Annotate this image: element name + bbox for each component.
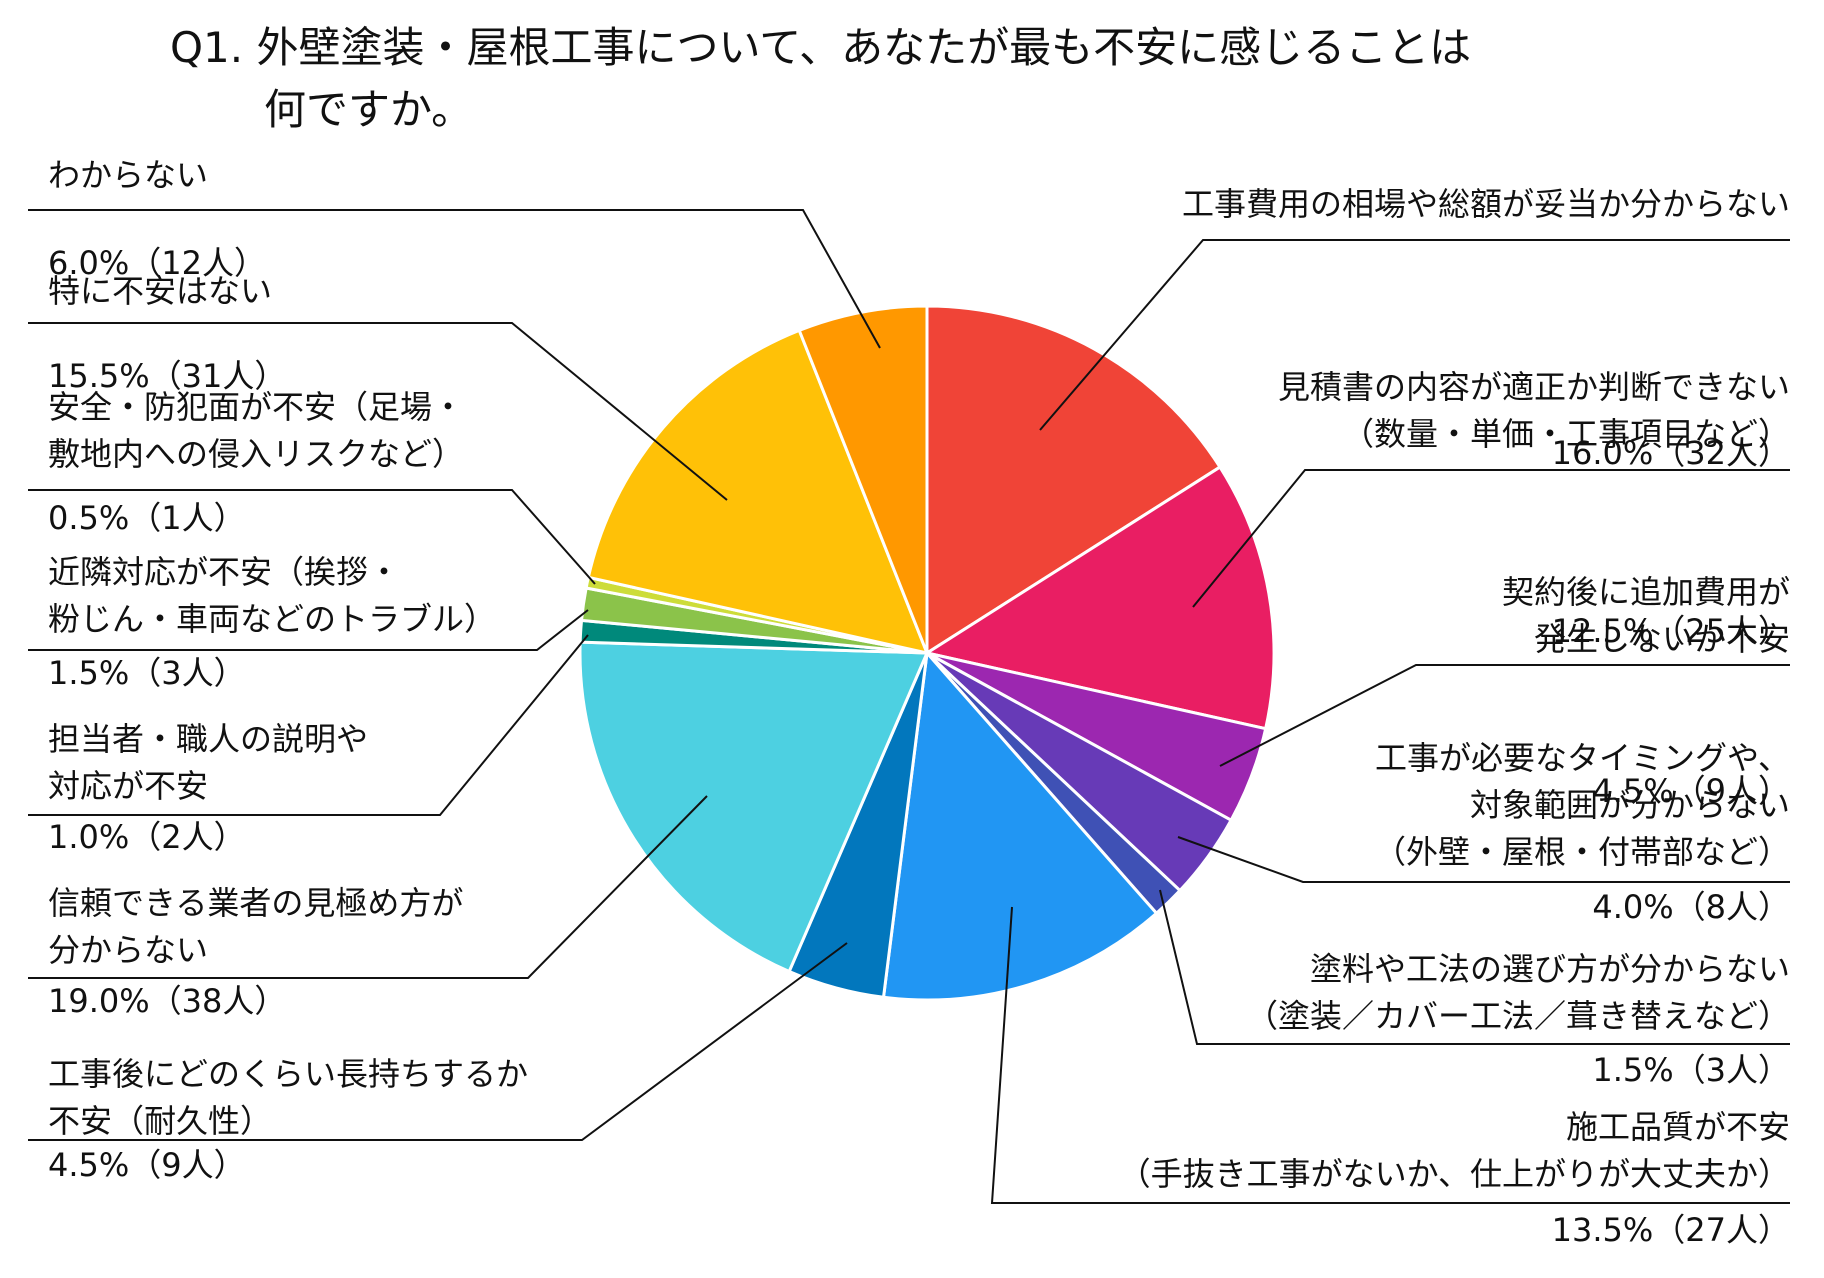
slice-9-category-label: 対応が不安 (48, 767, 208, 805)
slice-7-value-label: 4.5%（9人） (48, 1146, 246, 1184)
leader-line-12 (28, 322, 728, 501)
slice-8-category-label: 分からない (48, 931, 208, 969)
slice-12-value-label: 15.5%（31人） (48, 357, 286, 395)
slice-11-value-label: 0.5%（1人） (48, 499, 246, 537)
leader-line-5 (1159, 889, 1790, 1045)
leader-line-10 (28, 609, 589, 651)
pie-slice-6 (882, 651, 1158, 1002)
slice-4-category-label: （外壁・屋根・付帯部など） (1374, 833, 1790, 871)
leader-line-4 (1177, 836, 1790, 883)
pie-slice-12 (586, 328, 929, 655)
chart-title: Q1. 外壁塗装・屋根工事について、あなたが最も不安に感じることは 何ですか。 (170, 23, 1471, 134)
slice-6-category-label: 施工品質が不安 (1566, 1108, 1790, 1146)
slice-6-category-label: （手抜き工事がないか、仕上がりが大丈夫か） (1119, 1155, 1790, 1193)
slice-5-value-label: 1.5%（3人） (1592, 1051, 1790, 1089)
slice-1-category-label: 工事費用の相場や総額が妥当か分からない (1182, 185, 1790, 223)
slice-7-category-label: 不安（耐久性） (48, 1102, 272, 1140)
slice-9-category-label: 担当者・職人の説明や (48, 720, 368, 758)
pie-slice-2 (925, 465, 1276, 731)
pie-slice-1 (925, 304, 1222, 655)
pie-slices (578, 304, 1276, 1002)
leader-line-9 (28, 634, 589, 816)
slice-2-category-label: 見積書の内容が適正か判断できない (1278, 368, 1790, 406)
slice-5-category-label: （塗装／カバー工法／葺き替えなど） (1246, 997, 1790, 1035)
slice-11-category-label: 安全・防犯面が不安（足場・ (48, 388, 464, 426)
leader-line-8 (28, 795, 708, 979)
slice-3-category-label: 契約後に追加費用が (1502, 573, 1790, 611)
leader-line-7 (28, 942, 848, 1141)
slice-8-category-label: 信頼できる業者の見極め方が (48, 884, 463, 922)
slice-2-category-label: （数量・単価・工事項目など） (1342, 415, 1790, 453)
slice-1-value-label: 16.0%（32人） (1552, 434, 1790, 472)
slice-10-value-label: 1.5%（3人） (48, 654, 246, 692)
slice-2-value-label: 12.5%（25人） (1552, 612, 1790, 650)
slice-9-value-label: 1.0%（2人） (48, 818, 246, 856)
slice-10-category-label: 近隣対応が不安（挨拶・ (48, 553, 400, 591)
slice-11-category-label: 敷地内への侵入リスクなど） (48, 435, 464, 473)
pie-slice-8 (578, 640, 929, 973)
chart-title-line-1: Q1. 外壁塗装・屋根工事について、あなたが最も不安に感じることは (170, 23, 1471, 72)
slice-4-value-label: 4.0%（8人） (1592, 888, 1790, 926)
slice-4-category-label: 工事が必要なタイミングや、 (1375, 739, 1790, 777)
slice-3-value-label: 4.5%（9人） (1592, 772, 1790, 810)
slice-6-value-label: 13.5%（27人） (1552, 1211, 1790, 1249)
slice-13-value-label: 6.0%（12人） (48, 244, 266, 282)
slice-12-category-label: 特に不安はない (48, 272, 272, 310)
slice-8-value-label: 19.0%（38人） (48, 982, 286, 1020)
slice-5-category-label: 塗料や工法の選び方が分からない (1310, 950, 1790, 988)
slice-3-category-label: 発生しないか不安 (1534, 620, 1790, 658)
leader-lines (28, 209, 1790, 1204)
slice-13-category-label: わからない (48, 156, 208, 194)
leader-line-3 (1219, 664, 1790, 767)
chart-title-line-2: 何ですか。 (264, 85, 473, 134)
slice-10-category-label: 粉じん・車両などのトラブル） (48, 600, 496, 638)
leader-line-13 (28, 209, 881, 349)
leader-line-11 (28, 489, 596, 585)
pie-slice-13 (797, 304, 929, 655)
slice-4-category-label: 対象範囲が分からない (1470, 786, 1790, 824)
leader-line-6 (990, 906, 1790, 1204)
slice-7-category-label: 工事後にどのくらい長持ちするか (48, 1055, 528, 1093)
leader-line-1 (1039, 239, 1790, 431)
leader-line-2 (1192, 469, 1790, 608)
slice-labels: 工事費用の相場や総額が妥当か分からない 16.0%（32人） 見積書の内容が適正か判… (48, 156, 1790, 1249)
